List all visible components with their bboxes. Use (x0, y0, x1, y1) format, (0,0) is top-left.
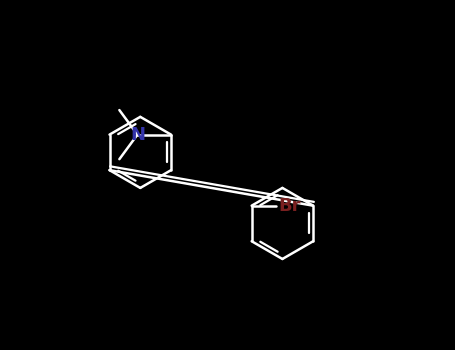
Text: Br: Br (279, 197, 301, 215)
Text: N: N (130, 126, 145, 144)
